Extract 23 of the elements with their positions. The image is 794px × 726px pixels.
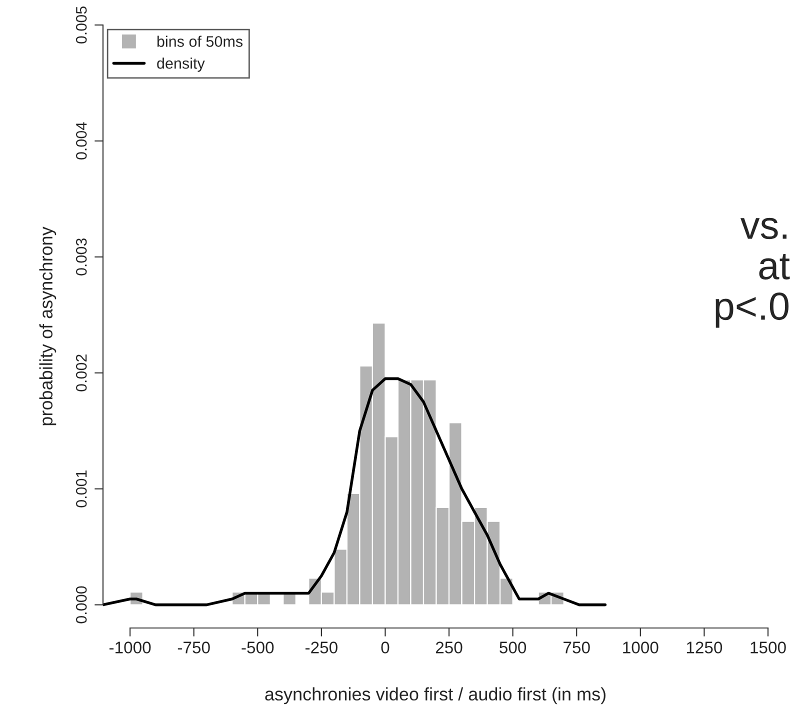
y-tick-label: 0.001 <box>76 470 87 508</box>
y-axis-title: probability of asynchrony <box>39 226 56 426</box>
x-tick-label: -250 <box>305 642 338 654</box>
x-tick-label: 1500 <box>750 642 786 654</box>
x-tick-label: 1000 <box>623 642 658 654</box>
x-tick-label: -1000 <box>109 642 151 654</box>
x-tick-label: 1250 <box>686 642 722 654</box>
legend-label: bins of 50ms <box>157 36 243 47</box>
line-series <box>103 377 607 606</box>
y-tick-label: 0.004 <box>76 122 87 160</box>
x-tick-label: 750 <box>564 642 590 654</box>
y-tick-label: 0.002 <box>76 354 87 392</box>
y-tick-label: 0.005 <box>76 6 87 44</box>
x-axis-title: asynchronies video first / audio first (in ms) <box>265 687 606 704</box>
x-tick-label: 500 <box>500 642 526 654</box>
x-tick-label: 250 <box>436 642 462 654</box>
legend-label: density <box>157 58 205 72</box>
y-tick-label: 0.000 <box>76 586 87 624</box>
x-tick-label: -500 <box>242 642 274 654</box>
x-tick-label: 0 <box>381 642 390 654</box>
y-tick-label: 0.003 <box>76 238 87 276</box>
x-tick-label: -750 <box>178 642 210 654</box>
annotation: vs. at p<.0 <box>716 218 790 328</box>
